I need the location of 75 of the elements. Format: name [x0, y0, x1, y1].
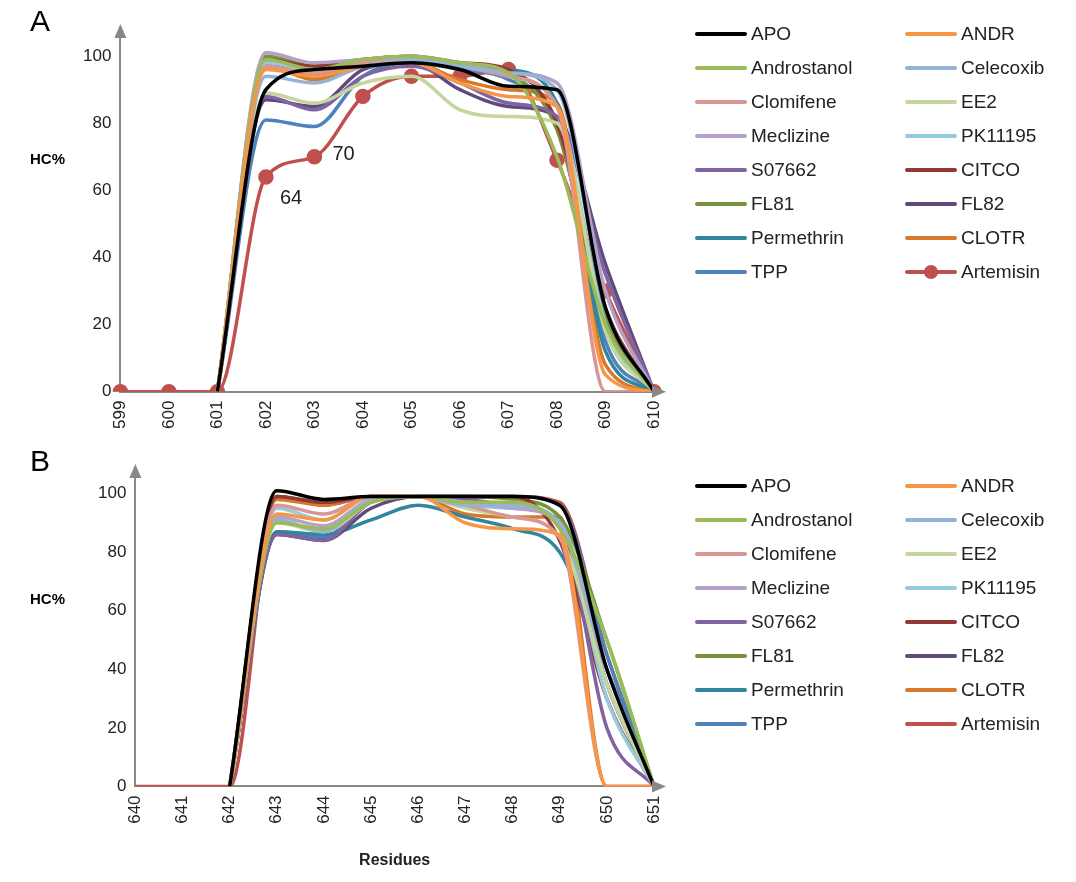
legend-label: ANDR	[961, 23, 1015, 45]
y-tick-label: 0	[116, 776, 127, 796]
legend-label: Androstanol	[751, 57, 853, 79]
y-tick-label: 60	[107, 600, 127, 620]
y-tick-label: 80	[107, 541, 127, 561]
y-tick-label: 20	[107, 717, 127, 737]
legend-label: Permethrin	[751, 679, 844, 701]
legend-label: CLOTR	[961, 679, 1026, 701]
legend-label: Celecoxib	[961, 509, 1045, 531]
x-tick-label: 604	[352, 400, 372, 430]
legend-label: Meclizine	[751, 125, 831, 147]
legend-label: S07662	[751, 611, 817, 633]
legend-label: PK11195	[961, 125, 1037, 147]
legend-label: Artemisin	[961, 713, 1041, 735]
y-tick-label: 40	[107, 658, 127, 678]
x-tick-label: 640	[125, 795, 145, 824]
legend-label: ANDR	[961, 475, 1015, 497]
y-tick-label: 100	[82, 45, 112, 65]
x-tick-label: 606	[449, 400, 469, 430]
y-tick-label: 40	[92, 247, 112, 267]
legend-label: Clomifene	[751, 91, 837, 113]
legend-label: EE2	[961, 91, 997, 113]
legend-label: TPP	[751, 261, 788, 283]
legend-label: TPP	[751, 713, 788, 735]
y-axis-title: HC%	[30, 150, 66, 167]
x-tick-label: 646	[407, 795, 427, 824]
annotation: 64	[279, 186, 303, 209]
x-tick-label: 647	[455, 795, 475, 824]
x-tick-label: 642	[219, 795, 239, 824]
legend-label: Androstanol	[751, 509, 853, 531]
x-tick-label: 644	[313, 795, 333, 824]
y-tick-label: 0	[101, 381, 112, 401]
x-tick-label: 609	[595, 400, 615, 430]
legend-label: FL82	[961, 193, 1005, 215]
y-tick-label: 80	[92, 112, 112, 132]
x-tick-label: 602	[255, 400, 275, 430]
legend-label: CLOTR	[961, 227, 1026, 249]
x-tick-label: 608	[546, 400, 566, 430]
y-tick-label: 20	[92, 314, 112, 334]
legend-label: Meclizine	[751, 577, 831, 599]
legend-label: Celecoxib	[961, 57, 1045, 79]
legend-label: FL81	[751, 645, 795, 667]
x-tick-label: 641	[172, 795, 192, 824]
y-tick-label: 60	[92, 180, 112, 200]
annotation: 70	[332, 142, 355, 165]
x-tick-label: 603	[304, 400, 324, 430]
legend-label: CITCO	[961, 611, 1021, 633]
x-tick-label: 601	[207, 400, 227, 430]
x-tick-label: 610	[643, 400, 663, 430]
x-tick-label: 643	[266, 795, 286, 824]
x-tick-label: 650	[596, 795, 616, 824]
legend-label: Permethrin	[751, 227, 844, 249]
x-tick-label: 645	[360, 795, 380, 824]
legend-label: Artemisin	[961, 261, 1041, 283]
legend-label: CITCO	[961, 159, 1021, 181]
chart-title: B	[30, 444, 51, 478]
legend-label: APO	[751, 23, 792, 45]
x-tick-label: 605	[401, 400, 421, 430]
legend-label: FL82	[961, 645, 1005, 667]
y-axis-title: HC%	[30, 590, 66, 607]
legend-label: APO	[751, 475, 792, 497]
legend-label: EE2	[961, 543, 997, 565]
x-tick-label: 607	[498, 400, 518, 430]
legend-label: Clomifene	[751, 543, 837, 565]
legend-label: S07662	[751, 159, 817, 181]
legend-label: PK11195	[961, 577, 1037, 599]
x-tick-label: 600	[158, 400, 178, 430]
chart-title: A	[30, 4, 51, 38]
x-axis-title: Residues	[359, 850, 431, 868]
legend-label: FL81	[751, 193, 795, 215]
x-tick-label: 648	[502, 795, 522, 824]
y-tick-label: 100	[97, 483, 127, 503]
x-tick-label: 599	[110, 400, 130, 430]
x-tick-label: 649	[549, 795, 569, 824]
x-tick-label: 651	[643, 795, 663, 824]
